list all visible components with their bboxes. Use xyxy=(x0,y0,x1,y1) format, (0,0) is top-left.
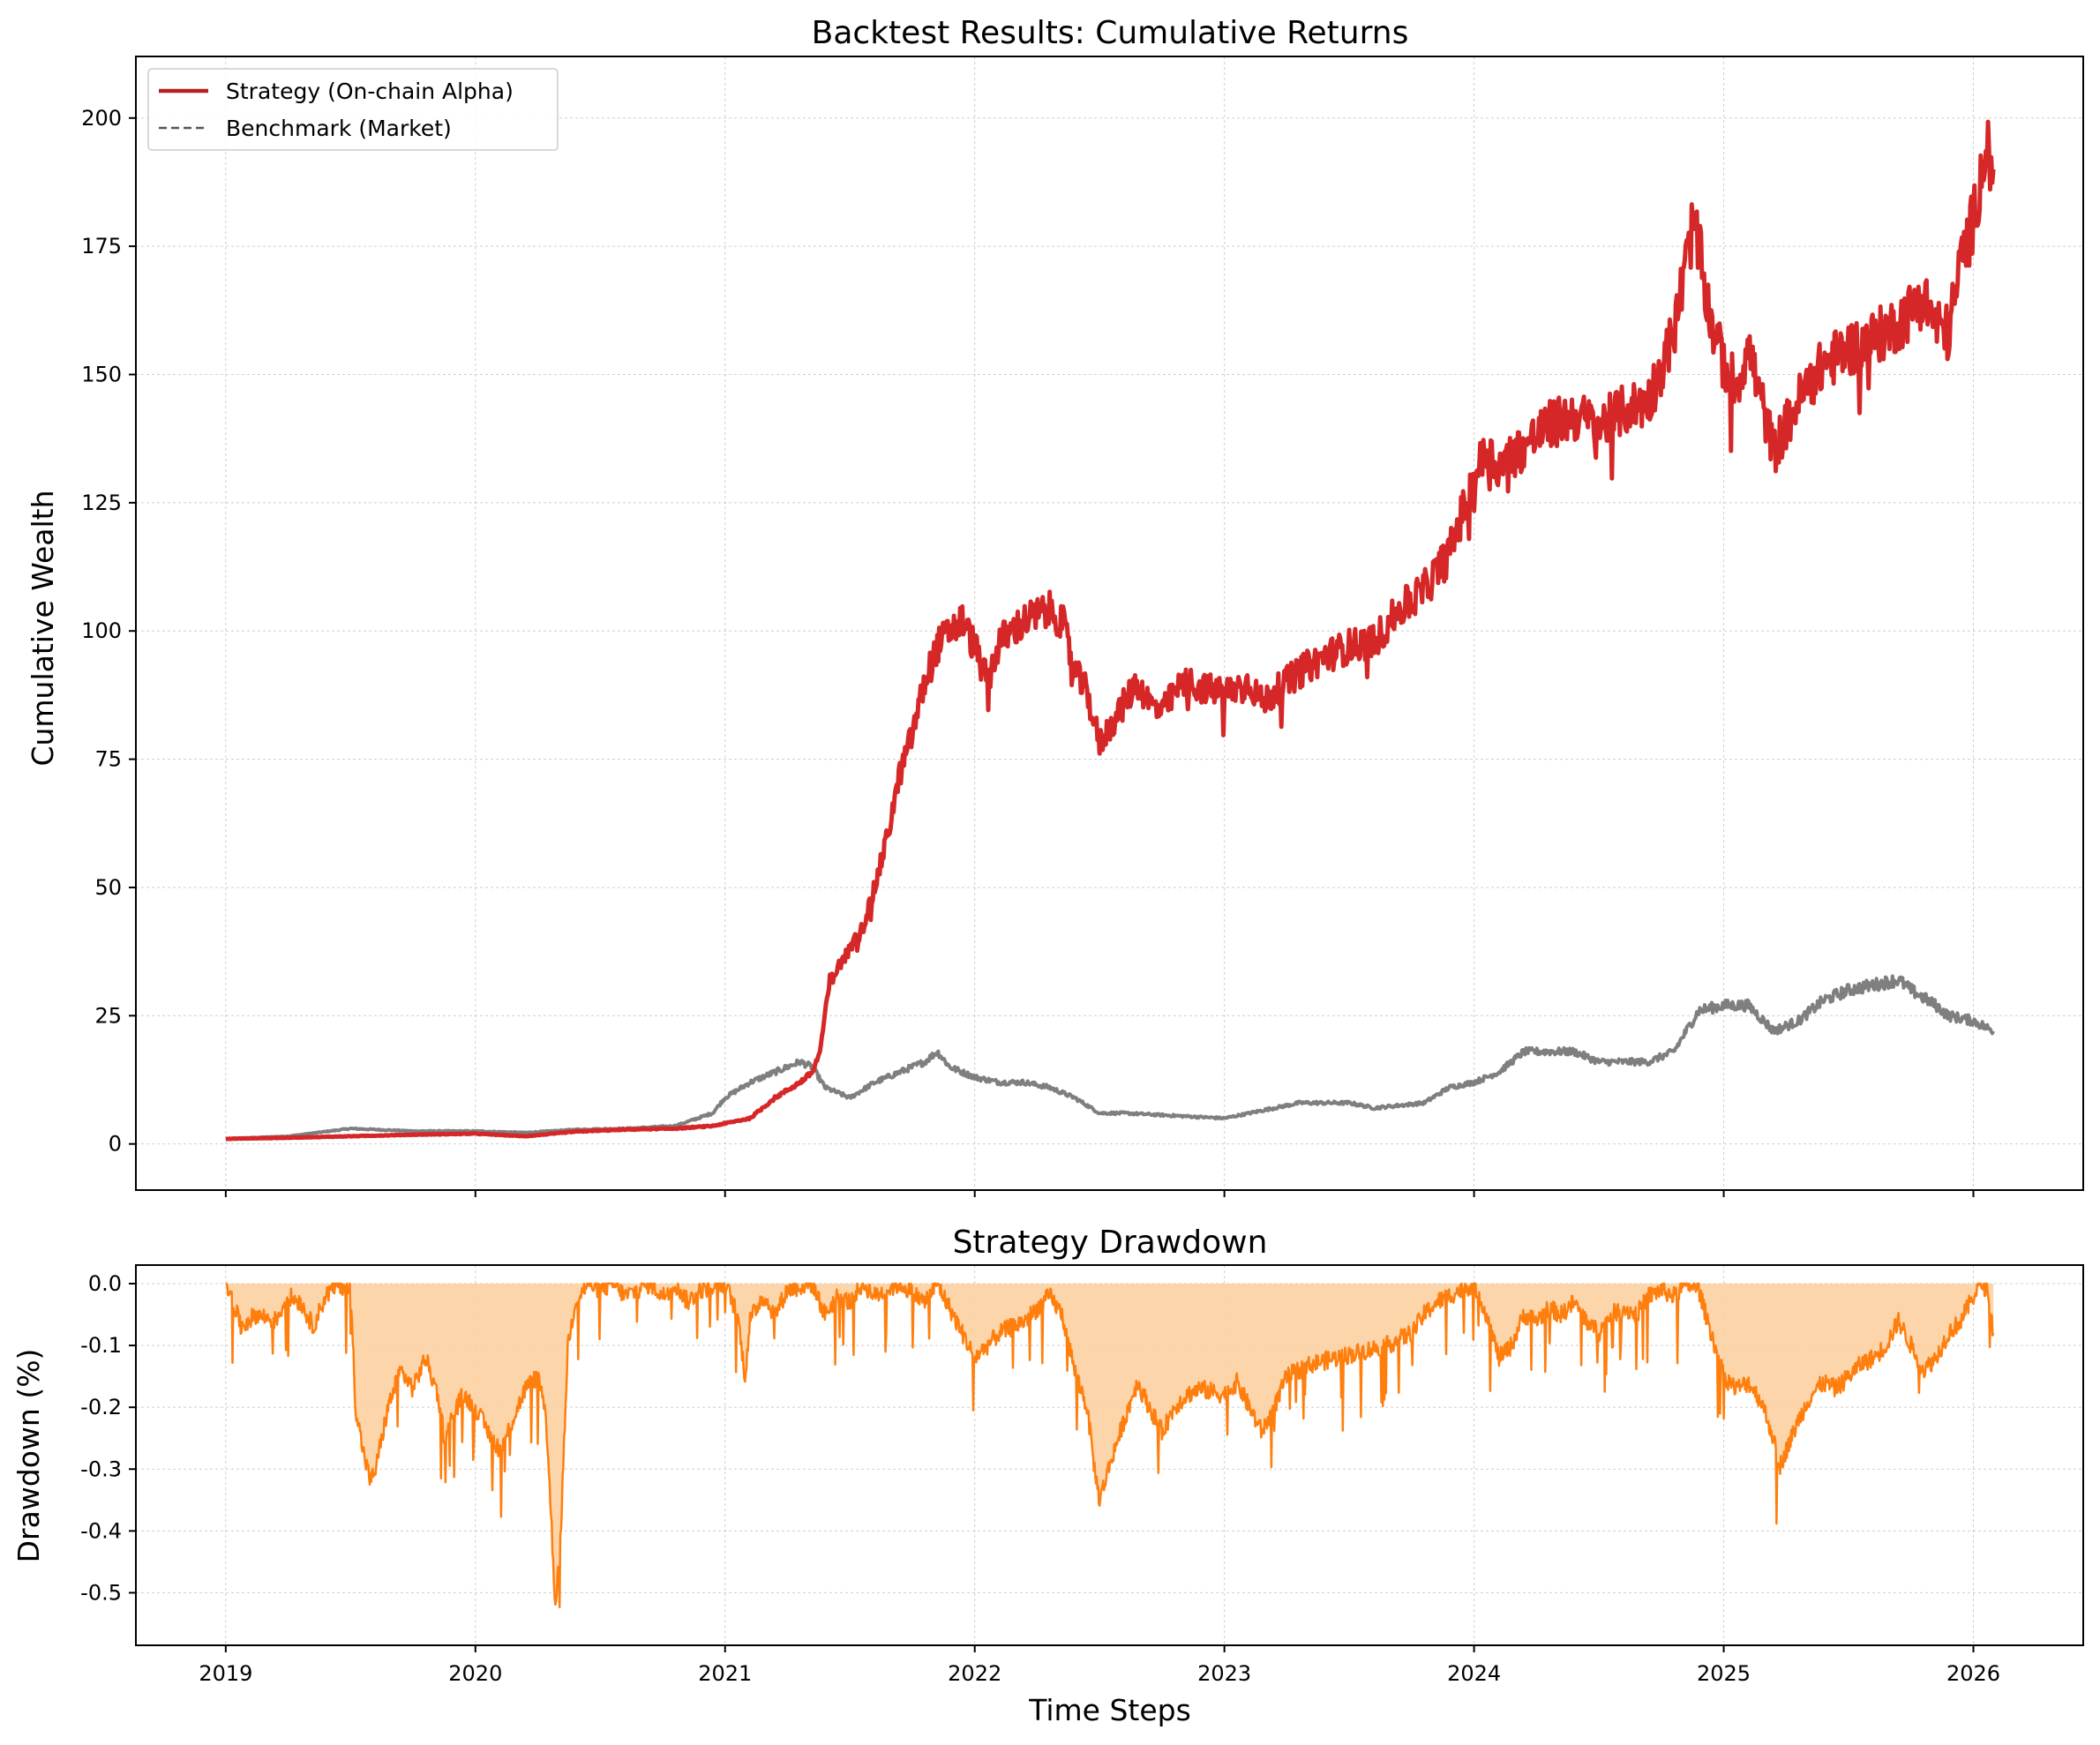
x-tick-label: 2022 xyxy=(948,1661,1001,1686)
top-gridlines xyxy=(136,56,2083,1190)
bottom-chart-title: Strategy Drawdown xyxy=(953,1224,1268,1261)
drawdown-panel: Strategy Drawdown 0.0 -0.1 -0.2 -0.3 -0.4 -0.… xyxy=(11,1224,2084,1727)
benchmark-line xyxy=(225,974,1995,1141)
x-tick-label: 2024 xyxy=(1447,1661,1501,1686)
top-plot-frame xyxy=(135,56,2084,1191)
x-tick-label: 2021 xyxy=(698,1661,752,1686)
y-tick-label: -0.2 xyxy=(80,1395,122,1419)
bottom-x-ticks: 2019 2020 2021 2022 2023 2024 2025 2026 xyxy=(199,1645,2000,1686)
legend-label-strategy: Strategy (On-chain Alpha) xyxy=(226,79,514,104)
y-tick-label: 150 xyxy=(81,362,122,386)
top-series-group xyxy=(224,119,1996,1142)
strategy-line xyxy=(224,119,1996,1142)
y-tick-label: 100 xyxy=(81,618,122,643)
x-tick-label: 2019 xyxy=(199,1661,252,1686)
y-tick-label: -0.5 xyxy=(80,1580,122,1605)
bottom-y-axis-label: Drawdown (%) xyxy=(11,1349,46,1563)
top-x-ticks xyxy=(224,1190,1975,1197)
y-tick-label: 0.0 xyxy=(88,1271,122,1296)
y-tick-label: -0.4 xyxy=(80,1518,122,1543)
cumulative-returns-panel: Backtest Results: Cumulative Returns 0 25… xyxy=(26,15,2084,1197)
y-tick-label: 125 xyxy=(81,491,122,515)
bottom-plot-frame xyxy=(135,1264,2084,1646)
x-tick-label: 2020 xyxy=(448,1661,502,1686)
bottom-y-ticks: 0.0 -0.1 -0.2 -0.3 -0.4 -0.5 xyxy=(80,1271,136,1605)
top-legend: Strategy (On-chain Alpha) Benchmark (Mar… xyxy=(147,68,559,151)
y-tick-label: 175 xyxy=(81,234,122,258)
top-y-axis-label: Cumulative Wealth xyxy=(26,490,60,766)
legend-label-benchmark: Benchmark (Market) xyxy=(226,116,452,141)
x-tick-label: 2026 xyxy=(1946,1661,2000,1686)
drawdown-area xyxy=(225,1284,1994,1607)
top-y-ticks: 0 25 50 75 100 125 150 175 200 xyxy=(81,106,136,1157)
x-tick-label: 2025 xyxy=(1697,1661,1751,1686)
y-tick-label: -0.3 xyxy=(80,1457,122,1481)
y-tick-label: 75 xyxy=(94,747,122,772)
x-axis-label: Time Steps xyxy=(1028,1693,1191,1727)
y-tick-label: 200 xyxy=(81,106,122,131)
y-tick-label: 50 xyxy=(94,875,122,900)
y-tick-label: -0.1 xyxy=(80,1333,122,1358)
legend-box xyxy=(147,68,559,151)
bottom-series-group xyxy=(225,1282,1995,1609)
y-tick-label: 0 xyxy=(109,1132,122,1157)
x-tick-label: 2023 xyxy=(1197,1661,1251,1686)
top-chart-title: Backtest Results: Cumulative Returns xyxy=(812,15,1409,51)
y-tick-label: 25 xyxy=(94,1003,122,1028)
drawdown-line xyxy=(225,1282,1995,1609)
